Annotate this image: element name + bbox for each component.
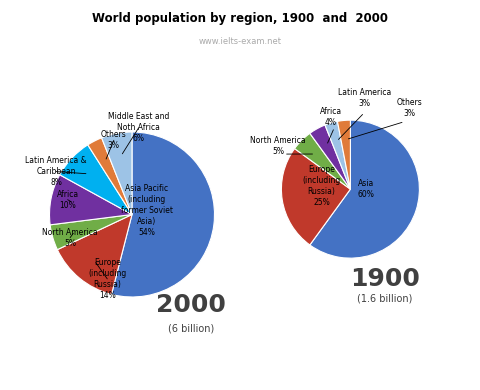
Text: Europe
(including
Russia)
14%: Europe (including Russia) 14% [88, 258, 126, 300]
Text: North America
5%: North America 5% [250, 136, 306, 156]
Text: Europe
(including
Russia)
25%: Europe (including Russia) 25% [302, 165, 340, 207]
Text: 1900: 1900 [350, 267, 420, 291]
Text: Africa
10%: Africa 10% [57, 190, 79, 210]
Wedge shape [57, 215, 132, 294]
Wedge shape [337, 120, 350, 189]
Text: Africa
4%: Africa 4% [320, 106, 342, 127]
Wedge shape [50, 215, 132, 250]
Text: Latin America
3%: Latin America 3% [337, 88, 391, 108]
Text: North America
5%: North America 5% [42, 227, 98, 248]
Text: (1.6 billion): (1.6 billion) [357, 293, 413, 303]
Text: Others
3%: Others 3% [396, 98, 422, 118]
Wedge shape [281, 149, 350, 245]
Text: Asia Pacific
(including
former Soviet
Asia)
54%: Asia Pacific (including former Soviet As… [121, 184, 173, 237]
Wedge shape [111, 132, 215, 297]
Wedge shape [88, 138, 132, 214]
Text: Others
3%: Others 3% [101, 130, 127, 150]
Text: Asia
60%: Asia 60% [357, 179, 374, 199]
Wedge shape [325, 121, 350, 189]
Text: World population by region, 1900  and  2000: World population by region, 1900 and 200… [92, 12, 388, 25]
Wedge shape [295, 133, 350, 189]
Text: (6 billion): (6 billion) [168, 323, 215, 333]
Wedge shape [49, 175, 132, 225]
Wedge shape [102, 132, 132, 215]
Text: www.ielts-exam.net: www.ielts-exam.net [199, 37, 281, 46]
Text: Middle East and
Noth Africa
6%: Middle East and Noth Africa 6% [108, 112, 169, 144]
Wedge shape [60, 145, 132, 214]
Text: Latin America &
Caribbean
8%: Latin America & Caribbean 8% [25, 156, 87, 187]
Text: 2000: 2000 [156, 293, 227, 317]
Wedge shape [310, 120, 420, 258]
Wedge shape [310, 125, 350, 189]
